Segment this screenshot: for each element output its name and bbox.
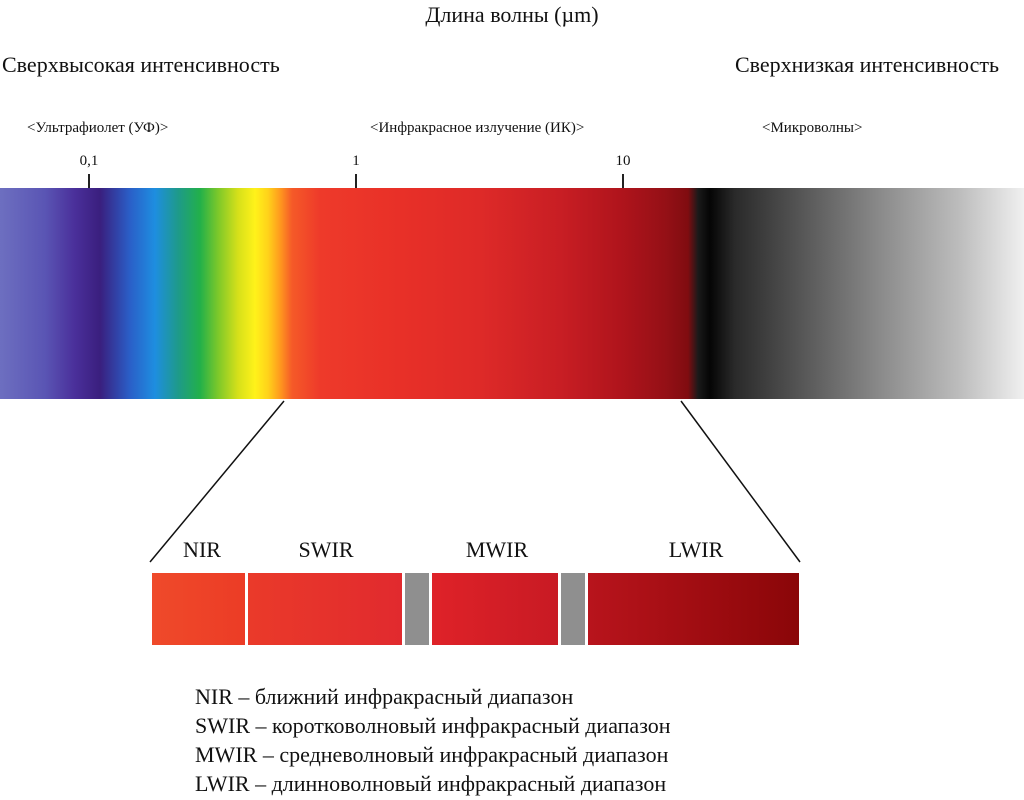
legend-item-swir: SWIR – коротковолновый инфракрасный диап… bbox=[195, 713, 671, 738]
tick-mark-0-1 bbox=[88, 174, 90, 188]
zoom-line-right bbox=[680, 400, 801, 563]
tick-mark-1 bbox=[355, 174, 357, 188]
tick-label-1: 1 bbox=[352, 153, 360, 169]
legend-item-lwir: LWIR – длинноволновый инфракрасный диапа… bbox=[195, 771, 667, 796]
band-nir bbox=[152, 573, 245, 645]
legend-item-nir: NIR – ближний инфракрасный диапазон bbox=[195, 684, 574, 709]
axis-title: Длина волны (µm) bbox=[425, 2, 599, 27]
low-intensity-label: Сверхнизкая интенсивность bbox=[734, 52, 999, 77]
band-lwir bbox=[588, 573, 799, 645]
region-label-microwave: <Микроволны> bbox=[762, 120, 863, 136]
band-label-lwir: LWIR bbox=[668, 537, 724, 562]
zoom-line-left bbox=[149, 400, 285, 563]
region-label-ir: <Инфракрасное излучение (ИК)> bbox=[370, 120, 585, 136]
high-intensity-label: Сверхвысокая интенсивность bbox=[2, 52, 280, 77]
tick-label-0-1: 0,1 bbox=[79, 153, 99, 169]
band-mwir bbox=[432, 573, 558, 645]
band-swir bbox=[248, 573, 402, 645]
electromagnetic-spectrum-bar bbox=[0, 188, 1024, 399]
tick-mark-10 bbox=[622, 174, 624, 188]
band-label-swir: SWIR bbox=[298, 537, 354, 562]
band-label-nir: NIR bbox=[183, 537, 221, 562]
region-label-uv: <Ультрафиолет (УФ)> bbox=[27, 120, 169, 136]
tick-label-10: 10 bbox=[615, 153, 631, 169]
band-gap-1 bbox=[405, 573, 429, 645]
band-label-mwir: MWIR bbox=[465, 537, 529, 562]
legend-item-mwir: MWIR – средневолновый инфракрасный диапа… bbox=[195, 742, 669, 767]
band-gap-2 bbox=[561, 573, 585, 645]
